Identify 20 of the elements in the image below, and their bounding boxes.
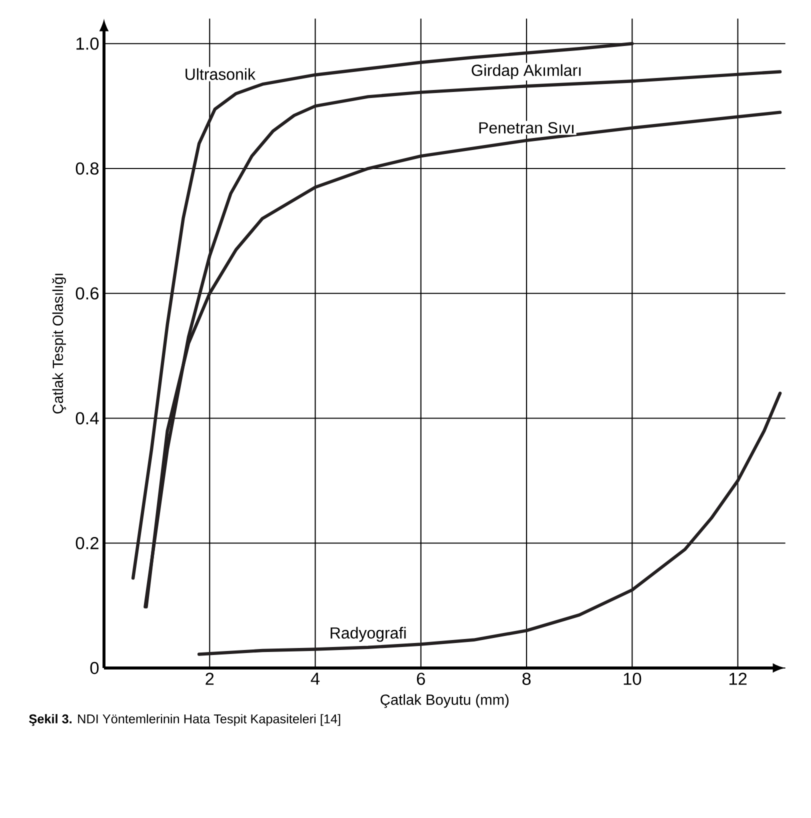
x-tick-label: 12 xyxy=(730,672,747,685)
series-label: Ultrasonik xyxy=(186,68,256,80)
x-tick-label: 6 xyxy=(417,672,426,685)
x-tick-label: 10 xyxy=(624,672,642,685)
y-tick-label: 0.8 xyxy=(76,162,99,175)
x-tick-label: 4 xyxy=(311,672,320,685)
line-series xyxy=(198,392,782,656)
y-tick-label: 0.4 xyxy=(76,412,99,424)
series-label: Girdap Akımları xyxy=(472,64,581,80)
x-tick-label: 2 xyxy=(206,672,214,685)
x-tick-label: 8 xyxy=(522,672,531,685)
series-label: Radyografi xyxy=(330,626,406,642)
text: Şekil 3. NDI Yöntemlerinin Hata Tespit Kapasiteleri [14] xyxy=(29,714,340,726)
series-label: Penetran Sıvı xyxy=(480,122,574,134)
y-tick-label: 0 xyxy=(90,662,99,674)
y-tick-label: 0.6 xyxy=(76,287,99,300)
y-tick-label: 0.2 xyxy=(76,536,99,550)
y-axis-title: Çatlak Tespit Olasılığı xyxy=(52,274,66,414)
x-axis-title: Çatlak Boyutu (mm) xyxy=(380,694,509,708)
y-tick-label: 1.0 xyxy=(76,38,99,50)
